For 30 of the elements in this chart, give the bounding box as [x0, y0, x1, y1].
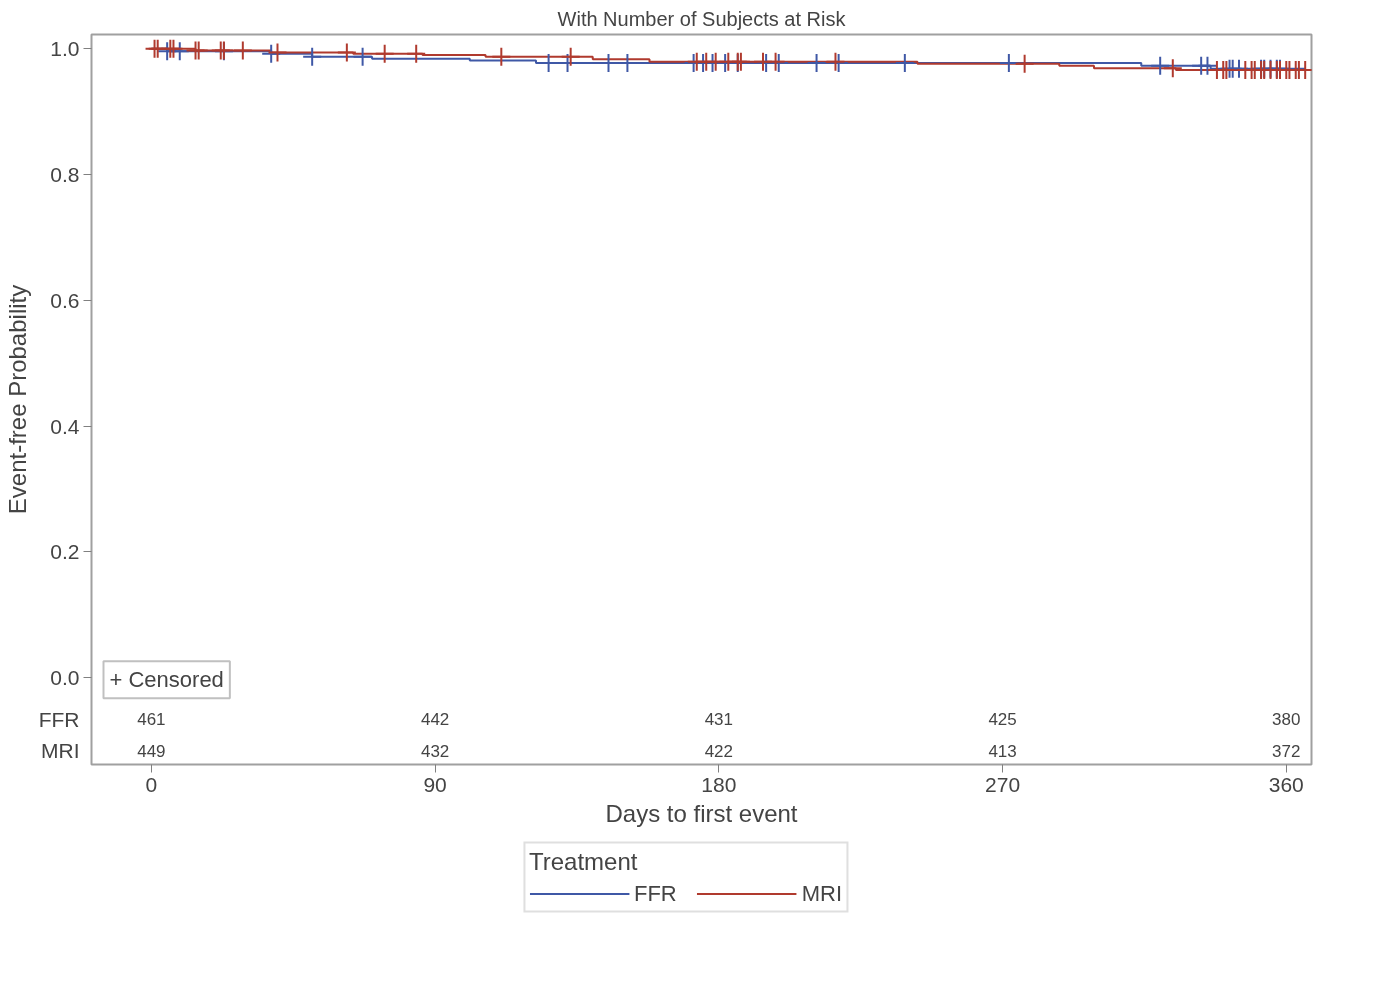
annotation: 425	[988, 710, 1017, 730]
annotation: 422	[704, 741, 734, 761]
text: MRI	[41, 739, 80, 763]
x-tick-label: 360	[1268, 772, 1304, 796]
y-axis-title: Event-free Probability	[3, 284, 31, 515]
y-tick-label: 1.0	[50, 37, 80, 61]
x-tick-label: 0	[145, 772, 158, 796]
annotation: 413	[988, 741, 1017, 761]
y-tick-label: 0.4	[50, 414, 80, 438]
annotation: 380	[1272, 710, 1301, 730]
annotation: 372	[1272, 741, 1301, 761]
legend-label: MRI	[801, 880, 843, 906]
y-tick-label: 0.0	[50, 666, 80, 690]
annotation: 461	[137, 710, 166, 730]
y-tick-label: 0.8	[50, 162, 80, 186]
y-tick-label: 0.2	[50, 540, 80, 564]
legend-title: Treatment	[528, 847, 639, 875]
x-tick-label: 270	[985, 772, 1021, 796]
annotation: + Censored	[109, 667, 224, 693]
y-tick-label: 0.6	[50, 288, 80, 312]
legend-label: FFR	[633, 880, 677, 906]
annotation: 432	[420, 741, 450, 761]
x-axis-title: Days to first event	[605, 799, 798, 827]
annotation: 449	[137, 741, 166, 761]
x-tick-label: 180	[701, 772, 737, 796]
chart-title: With Number of Subjects at Risk	[557, 7, 847, 30]
x-tick-label: 90	[423, 772, 447, 796]
annotation: 431	[704, 710, 734, 730]
annotation: 442	[420, 710, 450, 730]
text: FFR	[38, 707, 80, 731]
